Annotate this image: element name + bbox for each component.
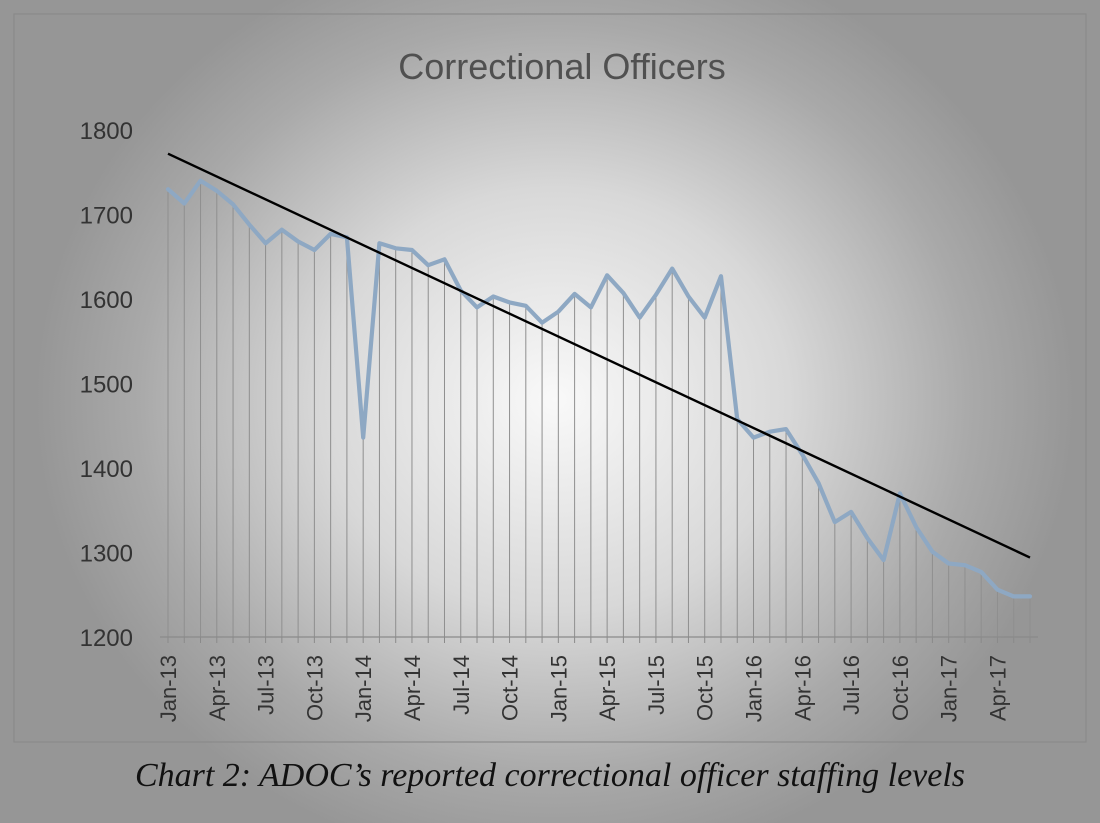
y-tick-label: 1200 [80,625,133,652]
series-line-correctional-officers [165,178,1033,599]
x-tick-label: Oct-16 [888,655,913,721]
x-tick-label: Jan-16 [742,655,767,722]
x-tick-label: Oct-13 [302,655,327,721]
x-tick-label: Jul-16 [839,655,864,715]
y-tick-label: 1800 [80,118,133,145]
x-axis-tick-labels: Jan-13 Apr-13 Jul-13 Oct-13 Jan-14 Apr-14 Jul-… [156,655,1010,722]
x-tick-label: Jan-15 [546,655,571,722]
y-tick-label: 1600 [80,287,133,314]
x-tick-label: Apr-16 [790,655,815,721]
chart-title: Correctional Officers [398,46,725,87]
chart-caption: Chart 2: ADOC’s reported correctional of… [134,757,966,794]
x-tick-label: Jul-15 [644,655,669,715]
drop-lines [167,180,1031,637]
x-tick-label: Jul-13 [254,655,279,715]
y-tick-label: 1500 [80,372,133,399]
trendline [167,152,1031,559]
x-tick-label: Jan-17 [937,655,962,722]
y-tick-label: 1300 [80,541,133,568]
x-axis-ticks [167,637,1031,643]
y-axis-tick-labels: 1200 1300 1400 1500 1600 1700 1800 [80,118,133,652]
x-tick-label: Jul-14 [449,655,474,715]
x-tick-label: Apr-15 [595,655,620,721]
y-tick-label: 1400 [80,456,133,483]
x-tick-label: Apr-13 [205,655,230,721]
x-tick-label: Apr-14 [400,655,425,721]
x-tick-label: Oct-15 [693,655,718,721]
y-tick-label: 1700 [80,203,133,230]
x-tick-label: Oct-14 [498,655,523,721]
x-tick-label: Jan-13 [156,655,181,722]
x-tick-label: Apr-17 [985,655,1010,721]
x-tick-label: Jan-14 [351,655,376,722]
chart-border [13,13,1087,743]
